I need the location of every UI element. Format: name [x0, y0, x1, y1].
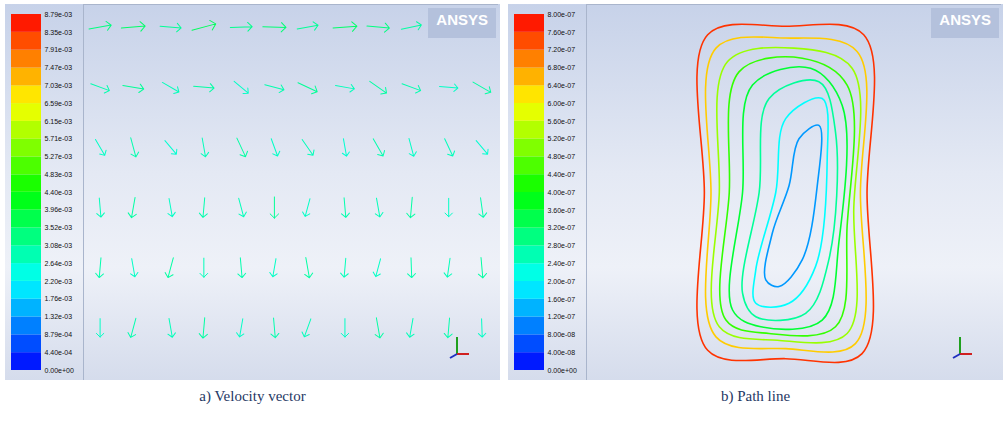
- svg-text:6.15e-03: 6.15e-03: [45, 118, 73, 125]
- svg-text:5.20e-07: 5.20e-07: [548, 135, 576, 142]
- svg-text:4.83e-03: 4.83e-03: [45, 171, 73, 178]
- svg-text:2.40e-07: 2.40e-07: [548, 260, 576, 267]
- svg-text:2.20e-03: 2.20e-03: [45, 278, 73, 285]
- svg-text:6.00e-07: 6.00e-07: [548, 100, 576, 107]
- svg-text:7.91e-03: 7.91e-03: [45, 46, 73, 53]
- svg-text:4.40e-07: 4.40e-07: [548, 171, 576, 178]
- svg-text:5.27e-03: 5.27e-03: [45, 153, 73, 160]
- svg-text:8.00e-07: 8.00e-07: [548, 11, 576, 18]
- svg-text:8.79e-03: 8.79e-03: [45, 11, 73, 18]
- svg-text:6.80e-07: 6.80e-07: [548, 64, 576, 71]
- svg-text:7.03e-03: 7.03e-03: [45, 82, 73, 89]
- svg-text:7.60e-07: 7.60e-07: [548, 29, 576, 36]
- html-text:b) Path line: b) Path line: [720, 388, 791, 404]
- svg-text:4.00e-07: 4.00e-07: [548, 189, 576, 196]
- svg-text:4.40e-04: 4.40e-04: [45, 349, 73, 356]
- html-text:a) Velocity vector: a) Velocity vector: [199, 388, 306, 404]
- svg-text:3.96e-03: 3.96e-03: [45, 206, 73, 213]
- svg-text:3.60e-07: 3.60e-07: [548, 207, 576, 214]
- svg-text:3.20e-07: 3.20e-07: [548, 224, 576, 231]
- svg-text:3.08e-03: 3.08e-03: [45, 242, 73, 249]
- svg-text:3.52e-03: 3.52e-03: [45, 224, 73, 231]
- svg-text:2.64e-03: 2.64e-03: [45, 260, 73, 267]
- svg-text:7.47e-03: 7.47e-03: [45, 64, 73, 71]
- svg-text:1.32e-03: 1.32e-03: [45, 313, 73, 320]
- html-text:ANSYS: ANSYS: [939, 11, 991, 28]
- svg-text:1.60e-07: 1.60e-07: [548, 296, 576, 303]
- svg-text:8.79e-04: 8.79e-04: [45, 331, 73, 338]
- svg-text:6.59e-03: 6.59e-03: [45, 100, 73, 107]
- svg-text:0.00e+00: 0.00e+00: [548, 367, 577, 374]
- svg-text:5.71e-03: 5.71e-03: [45, 135, 73, 142]
- svg-text:2.00e-07: 2.00e-07: [548, 278, 576, 285]
- svg-text:8.00e-08: 8.00e-08: [548, 331, 576, 338]
- svg-text:4.40e-03: 4.40e-03: [45, 189, 73, 196]
- svg-text:1.76e-03: 1.76e-03: [45, 295, 73, 302]
- svg-text:6.40e-07: 6.40e-07: [548, 82, 576, 89]
- svg-text:7.20e-07: 7.20e-07: [548, 46, 576, 53]
- svg-text:1.20e-07: 1.20e-07: [548, 313, 576, 320]
- html-text:ANSYS: ANSYS: [436, 11, 488, 28]
- svg-text:5.60e-07: 5.60e-07: [548, 118, 576, 125]
- svg-text:8.35e-03: 8.35e-03: [45, 29, 73, 36]
- svg-text:4.00e-08: 4.00e-08: [548, 349, 576, 356]
- svg-text:0.00e+00: 0.00e+00: [45, 367, 74, 374]
- svg-text:2.80e-07: 2.80e-07: [548, 242, 576, 249]
- svg-text:4.80e-07: 4.80e-07: [548, 153, 576, 160]
